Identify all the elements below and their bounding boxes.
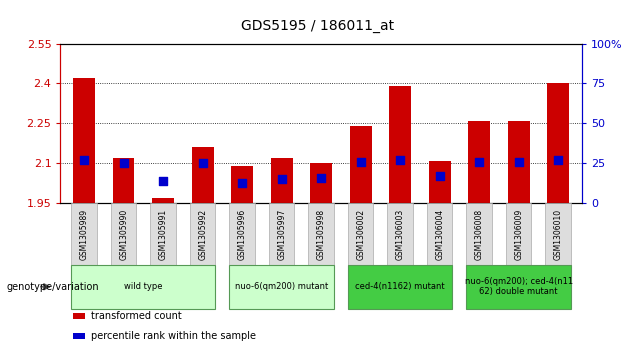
Bar xyxy=(73,78,95,203)
Point xyxy=(434,173,445,179)
Text: GSM1305990: GSM1305990 xyxy=(119,208,128,260)
Point xyxy=(277,176,287,182)
Bar xyxy=(508,121,530,203)
Bar xyxy=(389,86,411,203)
Point xyxy=(474,159,484,165)
Bar xyxy=(429,161,450,203)
Text: transformed count: transformed count xyxy=(91,311,182,321)
Point xyxy=(118,160,128,166)
Bar xyxy=(152,198,174,203)
Point xyxy=(198,160,208,166)
Text: GSM1305992: GSM1305992 xyxy=(198,209,207,260)
Bar xyxy=(192,147,214,203)
Text: GSM1306009: GSM1306009 xyxy=(515,208,523,260)
Text: GSM1305989: GSM1305989 xyxy=(80,209,88,260)
Text: nuo-6(qm200) mutant: nuo-6(qm200) mutant xyxy=(235,282,328,291)
Point xyxy=(316,175,326,181)
Bar xyxy=(468,121,490,203)
Bar xyxy=(113,158,134,203)
Bar xyxy=(271,158,293,203)
Text: GSM1305991: GSM1305991 xyxy=(158,209,168,260)
Text: GSM1306010: GSM1306010 xyxy=(554,209,563,260)
Point xyxy=(79,157,89,163)
Text: GSM1305997: GSM1305997 xyxy=(277,208,286,260)
Point xyxy=(395,157,405,163)
Text: percentile rank within the sample: percentile rank within the sample xyxy=(91,331,256,341)
Text: GSM1305996: GSM1305996 xyxy=(238,208,247,260)
Point xyxy=(514,159,524,165)
Text: GSM1306003: GSM1306003 xyxy=(396,208,404,260)
Point xyxy=(237,180,247,185)
Text: GSM1305998: GSM1305998 xyxy=(317,209,326,260)
Bar xyxy=(350,126,371,203)
Text: wild type: wild type xyxy=(124,282,163,291)
Text: GSM1306004: GSM1306004 xyxy=(435,208,444,260)
Text: nuo-6(qm200); ced-4(n11
62) double mutant: nuo-6(qm200); ced-4(n11 62) double mutan… xyxy=(465,277,573,297)
Point xyxy=(356,159,366,165)
Bar xyxy=(548,83,569,203)
Text: GSM1306008: GSM1306008 xyxy=(474,209,484,260)
Bar xyxy=(232,166,253,203)
Text: ced-4(n1162) mutant: ced-4(n1162) mutant xyxy=(356,282,445,291)
Text: GSM1306002: GSM1306002 xyxy=(356,209,365,260)
Text: GDS5195 / 186011_at: GDS5195 / 186011_at xyxy=(242,19,394,33)
Point xyxy=(158,178,169,184)
Point xyxy=(553,157,563,163)
Text: genotype/variation: genotype/variation xyxy=(6,282,99,292)
Bar xyxy=(310,163,332,203)
